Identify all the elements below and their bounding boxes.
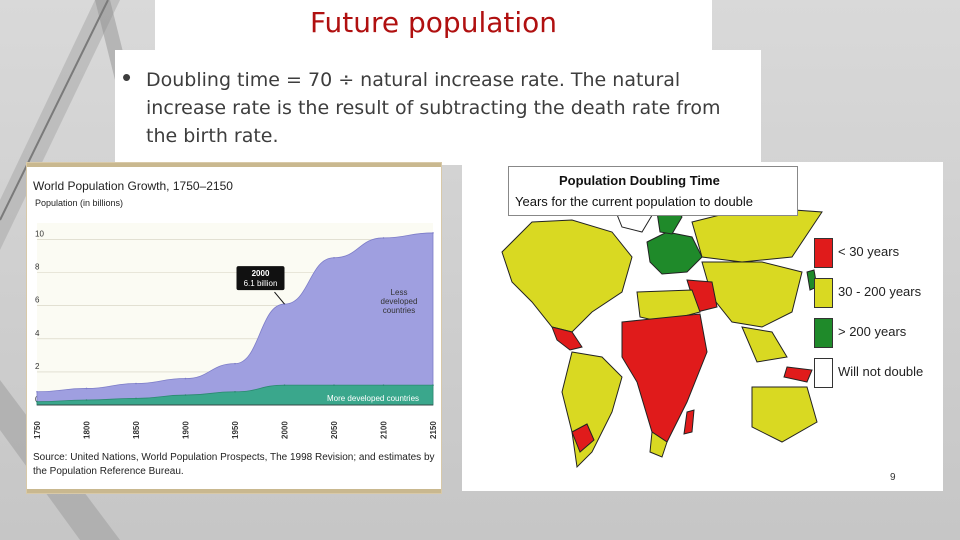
title-panel — [155, 0, 712, 50]
data-point-more-developed — [382, 384, 385, 386]
data-point-less-developed — [382, 237, 385, 239]
data-point-more-developed — [85, 399, 88, 401]
legend-label: > 200 years — [838, 324, 907, 339]
map-australia — [751, 386, 818, 443]
annotation-leader — [274, 291, 285, 305]
chart-title: World Population Growth, 1750–2150 — [33, 179, 233, 193]
annotation-year: 2000 — [252, 269, 270, 278]
series-less-developed-area — [36, 232, 434, 406]
annotation-box — [236, 266, 285, 291]
map-north-america — [501, 219, 633, 333]
map-africa — [621, 313, 708, 443]
page-number: 9 — [890, 472, 896, 483]
legend-item-never: Will not double — [814, 358, 954, 388]
legend-item-lt30: < 30 years — [814, 238, 954, 268]
doubling-time-map-panel — [462, 162, 943, 491]
x-tick-label: 1750 — [33, 421, 42, 439]
data-point-more-developed — [234, 390, 236, 393]
legend-swatch — [814, 238, 833, 268]
legend-label: 30 - 200 years — [838, 284, 922, 299]
map-subtitle: Years for the current population to doub… — [515, 194, 754, 209]
legend-item-gt200: > 200 years — [814, 318, 954, 348]
map-se-asia — [741, 326, 788, 363]
y-tick-label: 4 — [35, 329, 40, 338]
legend-item-mid: 30 - 200 years — [814, 278, 954, 308]
data-point-less-developed — [333, 256, 335, 259]
data-point-less-developed — [184, 377, 187, 380]
legend-label: < 30 years — [838, 244, 900, 259]
map-europe — [646, 231, 703, 275]
data-point-less-developed — [432, 232, 434, 234]
data-point-less-developed — [135, 382, 137, 385]
legend-label-less-developed: Less developed countries — [381, 288, 418, 315]
data-point-more-developed — [135, 397, 137, 400]
data-point-more-developed — [432, 384, 434, 386]
legend-label: Will not double — [838, 364, 924, 379]
x-tick-label: 2150 — [429, 421, 438, 439]
annotation-value: 6.1 billion — [244, 279, 278, 288]
legend-swatch — [814, 278, 833, 308]
x-tick-label: 1950 — [231, 421, 240, 439]
bullet-text: Doubling time = 70 ÷ natural increase ra… — [146, 69, 721, 147]
data-point-less-developed — [234, 362, 236, 365]
population-chart-panel: World Population Growth, 1750–2150 Popul… — [26, 162, 442, 494]
data-point-more-developed — [283, 384, 286, 386]
y-tick-label: 2 — [35, 362, 40, 371]
chart-top-border — [27, 163, 441, 167]
y-tick-label: 10 — [35, 230, 44, 239]
data-point-more-developed — [36, 400, 38, 403]
data-point-more-developed — [333, 384, 335, 386]
legend-swatch — [814, 318, 833, 348]
x-tick-label: 1800 — [83, 421, 92, 439]
chart-source-note: Source: United Nations, World Population… — [33, 452, 435, 477]
legend-label-more-developed: More developed countries — [327, 394, 419, 403]
data-point-less-developed — [36, 390, 38, 393]
map-heading-box: Population Doubling Time Years for the c… — [508, 166, 798, 216]
y-tick-label: 6 — [35, 296, 40, 305]
slide-title: Future population — [309, 6, 558, 39]
y-tick-label: 8 — [35, 263, 40, 272]
map-south-america — [561, 351, 623, 469]
map-madagascar — [683, 409, 695, 435]
map-bolivia — [571, 423, 595, 453]
bullet-marker: • — [122, 62, 132, 92]
x-tick-label: 1850 — [132, 421, 141, 439]
data-point-less-developed — [85, 387, 88, 390]
map-new-guinea — [783, 366, 813, 383]
population-chart: 0246810175018001850190019502000205021002… — [33, 223, 438, 439]
y-axis-title: Population (in billions) — [35, 198, 124, 208]
map-central-america — [551, 326, 583, 351]
x-tick-label: 2000 — [281, 421, 290, 439]
chart-bottom-border — [27, 489, 441, 493]
data-point-more-developed — [184, 394, 187, 396]
x-tick-label: 2100 — [380, 421, 389, 439]
text-panel — [115, 50, 761, 165]
map-title: Population Doubling Time — [559, 173, 720, 188]
x-tick-label: 1900 — [182, 421, 191, 439]
map-south-africa — [649, 431, 668, 458]
legend-swatch — [814, 358, 833, 388]
x-tick-label: 2050 — [330, 421, 339, 439]
map-asia — [701, 261, 803, 328]
